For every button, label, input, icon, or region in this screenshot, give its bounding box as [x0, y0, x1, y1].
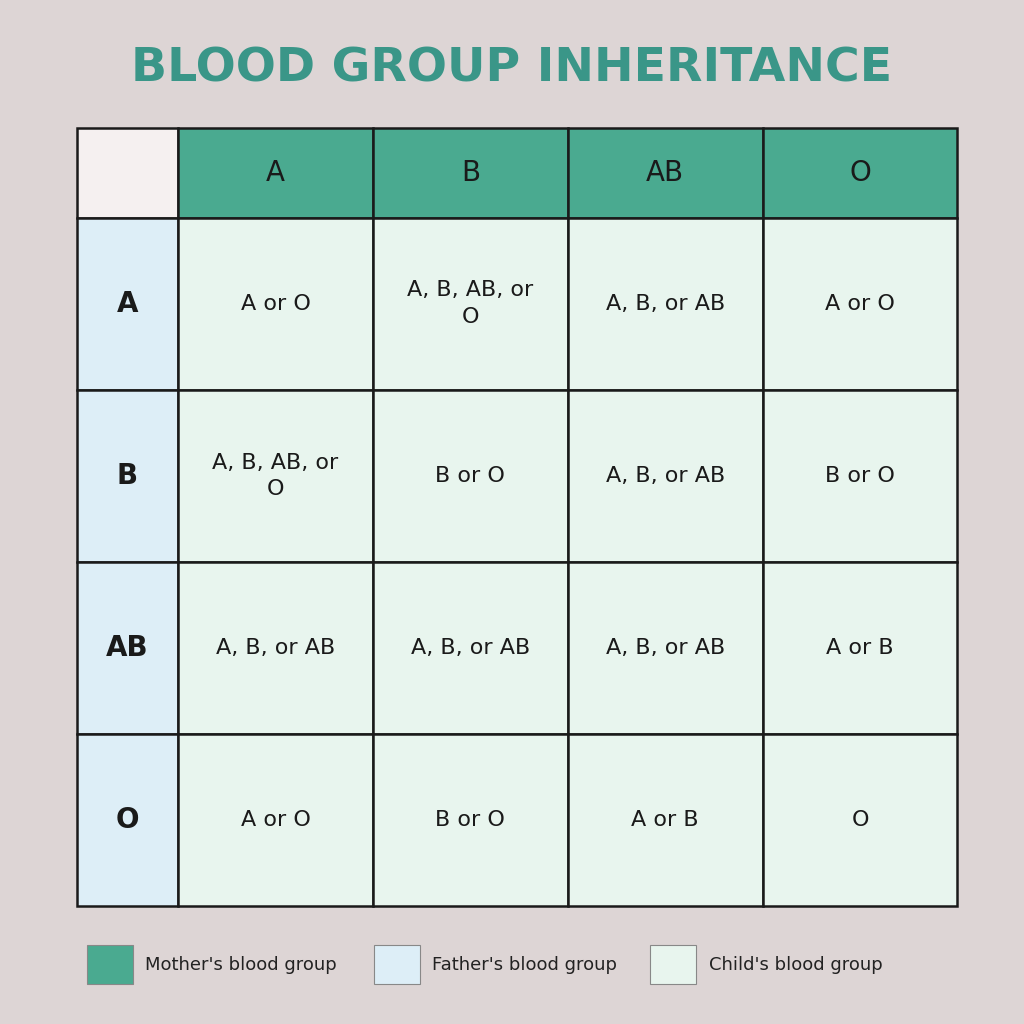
Text: A, B, or AB: A, B, or AB [605, 294, 725, 313]
Text: O: O [116, 806, 139, 835]
Bar [763, 128, 957, 217]
Bar [763, 734, 957, 906]
Text: B or O: B or O [825, 466, 895, 485]
Text: A or B: A or B [632, 810, 699, 830]
Bar [77, 390, 178, 562]
Bar [178, 390, 373, 562]
Text: A, B, or AB: A, B, or AB [605, 638, 725, 658]
Text: B: B [461, 159, 480, 186]
Bar [567, 734, 763, 906]
Text: AB: AB [106, 634, 148, 662]
Bar [77, 128, 178, 217]
Text: A, B, or AB: A, B, or AB [605, 466, 725, 485]
Bar [374, 945, 420, 984]
Bar [763, 217, 957, 390]
Text: A or O: A or O [241, 810, 310, 830]
Text: O: O [851, 810, 868, 830]
Text: Father's blood group: Father's blood group [432, 955, 617, 974]
Text: A: A [117, 290, 138, 317]
Bar [373, 734, 567, 906]
Text: B or O: B or O [435, 466, 505, 485]
Text: A or B: A or B [826, 638, 894, 658]
Bar [178, 217, 373, 390]
Bar [373, 390, 567, 562]
Bar [77, 217, 178, 390]
Text: A, B, AB, or
O: A, B, AB, or O [212, 453, 339, 499]
Bar [373, 217, 567, 390]
Bar [178, 128, 373, 217]
Bar [373, 562, 567, 734]
Text: A or O: A or O [241, 294, 310, 313]
Text: B or O: B or O [435, 810, 505, 830]
Bar [763, 562, 957, 734]
Text: A, B, AB, or
O: A, B, AB, or O [408, 281, 534, 327]
Text: A, B, or AB: A, B, or AB [411, 638, 530, 658]
Text: A, B, or AB: A, B, or AB [216, 638, 335, 658]
Text: B: B [117, 462, 138, 489]
Bar [567, 128, 763, 217]
Bar [567, 390, 763, 562]
Text: Mother's blood group: Mother's blood group [145, 955, 337, 974]
Bar [178, 562, 373, 734]
Text: O: O [849, 159, 870, 186]
Bar [567, 562, 763, 734]
Bar [178, 734, 373, 906]
Bar [567, 217, 763, 390]
Bar [373, 128, 567, 217]
Bar [763, 390, 957, 562]
Text: Child's blood group: Child's blood group [709, 955, 883, 974]
Text: BLOOD GROUP INHERITANCE: BLOOD GROUP INHERITANCE [131, 46, 893, 91]
Bar [87, 945, 133, 984]
Bar [650, 945, 696, 984]
Bar [77, 734, 178, 906]
Bar [77, 562, 178, 734]
Text: A or O: A or O [825, 294, 895, 313]
Text: AB: AB [646, 159, 684, 186]
Text: A: A [266, 159, 285, 186]
